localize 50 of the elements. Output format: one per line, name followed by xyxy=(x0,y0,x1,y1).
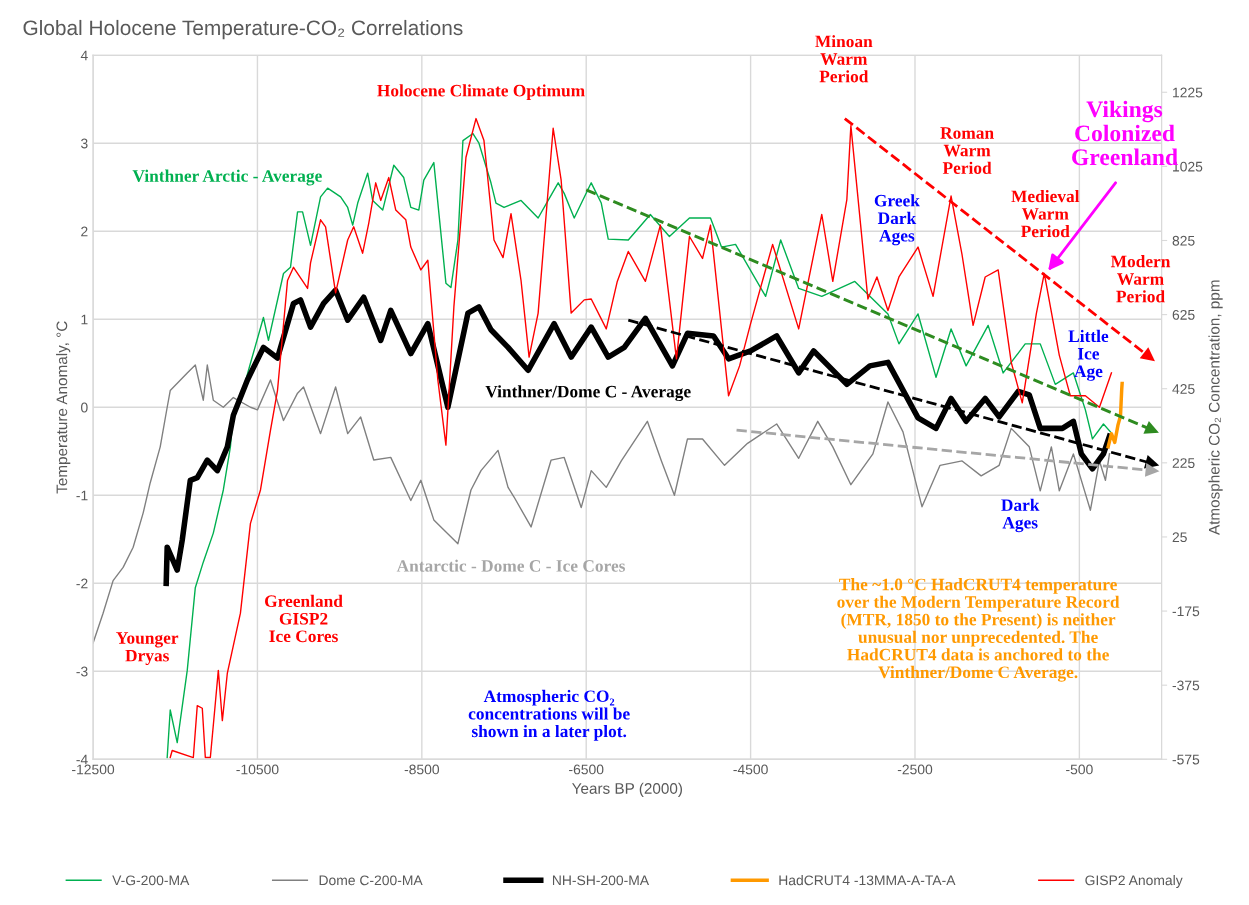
y2-tick-label: 1225 xyxy=(1173,87,1203,98)
x-tick-label: -10500 xyxy=(236,764,279,775)
y-tick-label: 1 xyxy=(81,314,88,325)
y2-tick-label: -575 xyxy=(1172,754,1200,765)
y-tick-label: 2 xyxy=(81,226,88,237)
y2-tick-label: 425 xyxy=(1172,384,1195,394)
legend-label: GISP2 Anomaly xyxy=(1085,875,1183,888)
x-tick-label: -8500 xyxy=(404,764,440,775)
annotation: Greek Dark Ages xyxy=(874,194,920,246)
y2-axis-title: Atmospheric CO₂ Concentration, ppm xyxy=(1208,280,1223,535)
legend-label: Dome C-200-MA xyxy=(319,875,423,886)
annotation: Greenland GISP2 Ice Cores xyxy=(265,594,343,643)
x-tick-label: -6500 xyxy=(569,764,604,775)
x-tick-label: -12500 xyxy=(72,764,115,775)
y2-tick-label: 25 xyxy=(1172,532,1187,543)
legend-label: NH-SH-200-MA xyxy=(552,875,650,886)
annotation: Antarctic - Dome C - Ice Cores xyxy=(396,559,625,572)
annotation: The ~1.0 °C HadCRUT4 temperature over the Modern Temperature Record (MTR, 1850 to the Present) is neither unusual nor unprecedented. The HadCRUT4 data is anchored to the Vinthner/Dome C Average. xyxy=(837,578,1120,682)
x-axis-title: Years BP (2000) xyxy=(572,782,683,797)
annotation: Minoan Warm Period xyxy=(815,35,873,83)
y-axis-title: Temperature Anomaly, °C xyxy=(56,321,71,494)
x-tick-label: -2500 xyxy=(897,764,933,775)
annotation: Modern Warm Period xyxy=(1110,255,1171,303)
y2-tick-label: -175 xyxy=(1172,606,1200,617)
annotation: Atmospheric CO₂ concentrations will be shown in a later plot. xyxy=(468,689,630,741)
x-tick-label: -500 xyxy=(1066,764,1093,775)
annotation: Holocene Climate Optimum xyxy=(377,84,585,101)
annotation: Vinthner Arctic - Average xyxy=(132,169,322,186)
y2-tick-label: 225 xyxy=(1172,458,1195,469)
y2-tick-label: -375 xyxy=(1172,680,1200,691)
chart-title: Global Holocene Temperature-CO₂ Correlations xyxy=(23,19,463,40)
y2-tick-label: 825 xyxy=(1172,235,1195,246)
y-tick-label: 0 xyxy=(81,402,88,413)
annotation: Younger Dryas xyxy=(116,632,179,666)
x-tick-label: -4500 xyxy=(733,764,768,775)
y-tick-label: -4 xyxy=(76,754,88,765)
line-series xyxy=(1106,381,1124,449)
y-tick-label: -1 xyxy=(76,490,88,501)
annotation: Medieval Warm Period xyxy=(1011,189,1080,238)
y2-tick-label: 625 xyxy=(1172,309,1195,320)
annotation: Dark Ages xyxy=(1001,498,1040,533)
y-tick-label: -3 xyxy=(76,666,88,677)
y-tick-label: 3 xyxy=(81,138,88,149)
annotation: Little Ice Age xyxy=(1068,329,1109,381)
annotation: Roman Warm Period xyxy=(940,127,994,174)
legend-label: V-G-200-MA xyxy=(112,875,190,886)
annotation: Vinthner/Dome C - Average xyxy=(485,385,691,402)
legend-label: HadCRUT4 -13MMA-A-TA-A xyxy=(779,875,956,886)
y-tick-label: -2 xyxy=(76,578,88,589)
y-tick-label: 4 xyxy=(80,50,88,61)
